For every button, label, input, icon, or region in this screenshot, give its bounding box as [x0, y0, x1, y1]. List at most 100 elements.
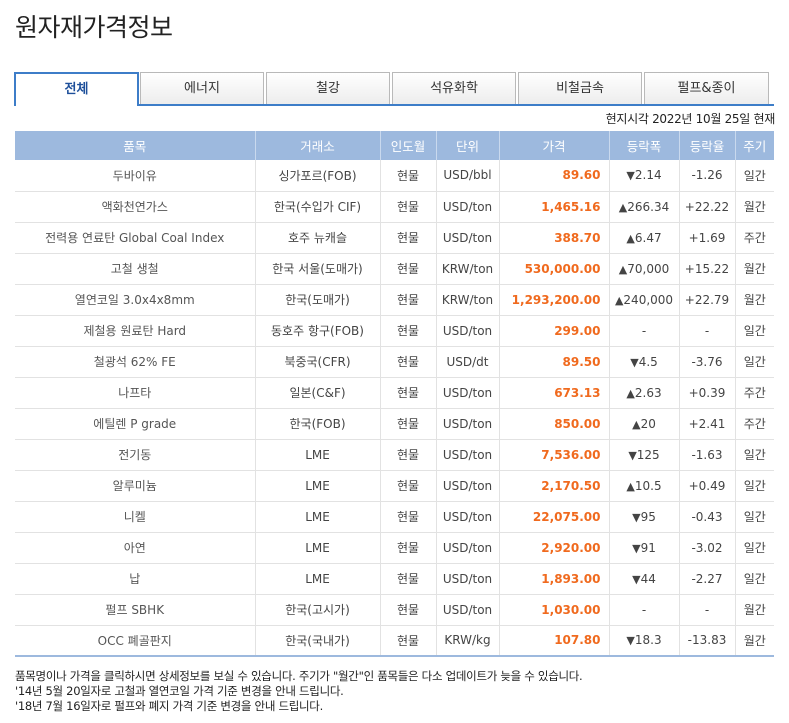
item-name-link[interactable]: 제철용 원료탄 Hard	[15, 315, 255, 347]
change-value: 44	[640, 571, 656, 586]
price-link[interactable]: 673.13	[498, 377, 609, 409]
delivery-cell: 현물	[379, 315, 436, 347]
item-name-link[interactable]: 아연	[15, 532, 255, 564]
change-cell: ▼2.14	[608, 160, 679, 192]
price-link[interactable]: 2,170.50	[498, 470, 609, 502]
tab-nonferrous-metals[interactable]: 비철금속	[518, 72, 642, 105]
change-cell: ▼91	[608, 532, 679, 564]
exchange-cell: 한국 서울(도매가)	[254, 253, 380, 285]
price-link[interactable]: 1,293,200.00	[498, 284, 609, 316]
tab-petrochemical[interactable]: 석유화학	[392, 72, 516, 105]
exchange-cell: LME	[254, 563, 380, 595]
unit-cell: USD/bbl	[435, 160, 499, 192]
cycle-cell: 일간	[734, 563, 774, 595]
price-link[interactable]: 89.60	[498, 160, 609, 192]
table-row: 고철 생철 한국 서울(도매가) 현물 KRW/ton 530,000.00 ▲70,00…	[15, 253, 774, 285]
delivery-cell: 현물	[379, 408, 436, 440]
cycle-cell: 일간	[734, 439, 774, 471]
change-cell: ▲6.47	[608, 222, 679, 254]
rate-cell: -3.02	[678, 532, 735, 564]
delivery-cell: 현물	[379, 563, 436, 595]
down-arrow-icon: ▼	[626, 169, 635, 183]
unit-cell: USD/ton	[435, 594, 499, 626]
price-link[interactable]: 89.50	[498, 346, 609, 378]
unit-cell: USD/ton	[435, 315, 499, 347]
rate-cell: -0.43	[678, 501, 735, 533]
item-name-link[interactable]: 고철 생철	[15, 253, 255, 285]
note-line: '18년 7월 16일자로 펄프와 폐지 가격 기준 변경을 안내 드립니다.	[15, 699, 323, 713]
header-delivery: 인도월	[379, 131, 436, 160]
delivery-cell: 현물	[379, 532, 436, 564]
price-link[interactable]: 1,465.16	[498, 191, 609, 223]
item-name-link[interactable]: 니켈	[15, 501, 255, 533]
change-cell: ▼95	[608, 501, 679, 533]
price-link[interactable]: 388.70	[498, 222, 609, 254]
exchange-cell: 한국(국내가)	[254, 625, 380, 657]
price-link[interactable]: 299.00	[498, 315, 609, 347]
item-name-link[interactable]: 펄프 SBHK	[15, 594, 255, 626]
table-header-row: 품목 거래소 인도월 단위 가격 등락폭 등락율 주기	[15, 131, 774, 160]
note-line: 품목명이나 가격을 클릭하시면 상세정보를 보실 수 있습니다. 주기가 "월간…	[15, 669, 583, 683]
header-price: 가격	[498, 131, 609, 160]
tabs-divider	[14, 104, 774, 106]
change-cell: ▲266.34	[608, 191, 679, 223]
item-name-link[interactable]: 열연코일 3.0x4x8mm	[15, 284, 255, 316]
exchange-cell: LME	[254, 439, 380, 471]
price-link[interactable]: 850.00	[498, 408, 609, 440]
cycle-cell: 일간	[734, 346, 774, 378]
item-name-link[interactable]: 전력용 연료탄 Global Coal Index	[15, 222, 255, 254]
item-name-link[interactable]: 에틸렌 P grade	[15, 408, 255, 440]
item-name-link[interactable]: 철광석 62% FE	[15, 346, 255, 378]
exchange-cell: LME	[254, 501, 380, 533]
price-link[interactable]: 2,920.00	[498, 532, 609, 564]
item-name-link[interactable]: OCC 폐골판지	[15, 625, 255, 657]
tab-steel[interactable]: 철강	[266, 72, 390, 105]
price-link[interactable]: 107.80	[498, 625, 609, 657]
unit-cell: USD/ton	[435, 377, 499, 409]
cycle-cell: 주간	[734, 408, 774, 440]
item-name-link[interactable]: 두바이유	[15, 160, 255, 192]
rate-cell: +22.79	[678, 284, 735, 316]
down-arrow-icon: ▼	[628, 448, 637, 462]
price-link[interactable]: 7,536.00	[498, 439, 609, 471]
item-name-link[interactable]: 액화천연가스	[15, 191, 255, 223]
price-link[interactable]: 22,075.00	[498, 501, 609, 533]
rate-cell: +15.22	[678, 253, 735, 285]
exchange-cell: 동호주 항구(FOB)	[254, 315, 380, 347]
item-name-link[interactable]: 전기동	[15, 439, 255, 471]
unit-cell: USD/ton	[435, 532, 499, 564]
delivery-cell: 현물	[379, 439, 436, 471]
up-arrow-icon: ▲	[626, 231, 635, 245]
rate-cell: -	[678, 594, 735, 626]
exchange-cell: 호주 뉴캐슬	[254, 222, 380, 254]
tab-all[interactable]: 전체	[14, 72, 139, 106]
change-cell: ▲10.5	[608, 470, 679, 502]
price-link[interactable]: 1,893.00	[498, 563, 609, 595]
unit-cell: KRW/kg	[435, 625, 499, 657]
item-name-link[interactable]: 나프타	[15, 377, 255, 409]
rate-cell: -3.76	[678, 346, 735, 378]
table-row: 펄프 SBHK 한국(고시가) 현물 USD/ton 1,030.00- - 월간	[15, 594, 774, 626]
price-link[interactable]: 530,000.00	[498, 253, 609, 285]
cycle-cell: 일간	[734, 470, 774, 502]
item-name-link[interactable]: 납	[15, 563, 255, 595]
up-arrow-icon: ▲	[614, 293, 624, 307]
tab-pulp-paper[interactable]: 펄프&종이	[644, 72, 769, 105]
change-value: 20	[640, 416, 656, 431]
change-cell: ▲70,000	[608, 253, 679, 285]
price-link[interactable]: 1,030.00	[498, 594, 609, 626]
rate-cell: +1.69	[678, 222, 735, 254]
table-row: 니켈 LME 현물 USD/ton 22,075.00 ▼95 -0.43 일간	[15, 501, 774, 533]
rate-cell: +22.22	[678, 191, 735, 223]
change-cell: ▲240,000	[608, 284, 679, 316]
item-name-link[interactable]: 알루미늄	[15, 470, 255, 502]
table-row: 납 LME 현물 USD/ton 1,893.00 ▼44 -2.27 일간	[15, 563, 774, 595]
down-arrow-icon: ▼	[630, 355, 639, 369]
delivery-cell: 현물	[379, 625, 436, 657]
up-arrow-icon: ▲	[618, 200, 628, 214]
unit-cell: USD/ton	[435, 439, 499, 471]
tab-energy[interactable]: 에너지	[140, 72, 264, 105]
delivery-cell: 현물	[379, 470, 436, 502]
change-value: 240,000	[623, 292, 674, 307]
header-unit: 단위	[435, 131, 499, 160]
